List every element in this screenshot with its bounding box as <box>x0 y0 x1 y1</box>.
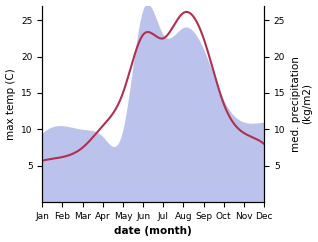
X-axis label: date (month): date (month) <box>114 227 192 236</box>
Y-axis label: max temp (C): max temp (C) <box>5 68 16 140</box>
Y-axis label: med. precipitation
(kg/m2): med. precipitation (kg/m2) <box>291 56 313 152</box>
